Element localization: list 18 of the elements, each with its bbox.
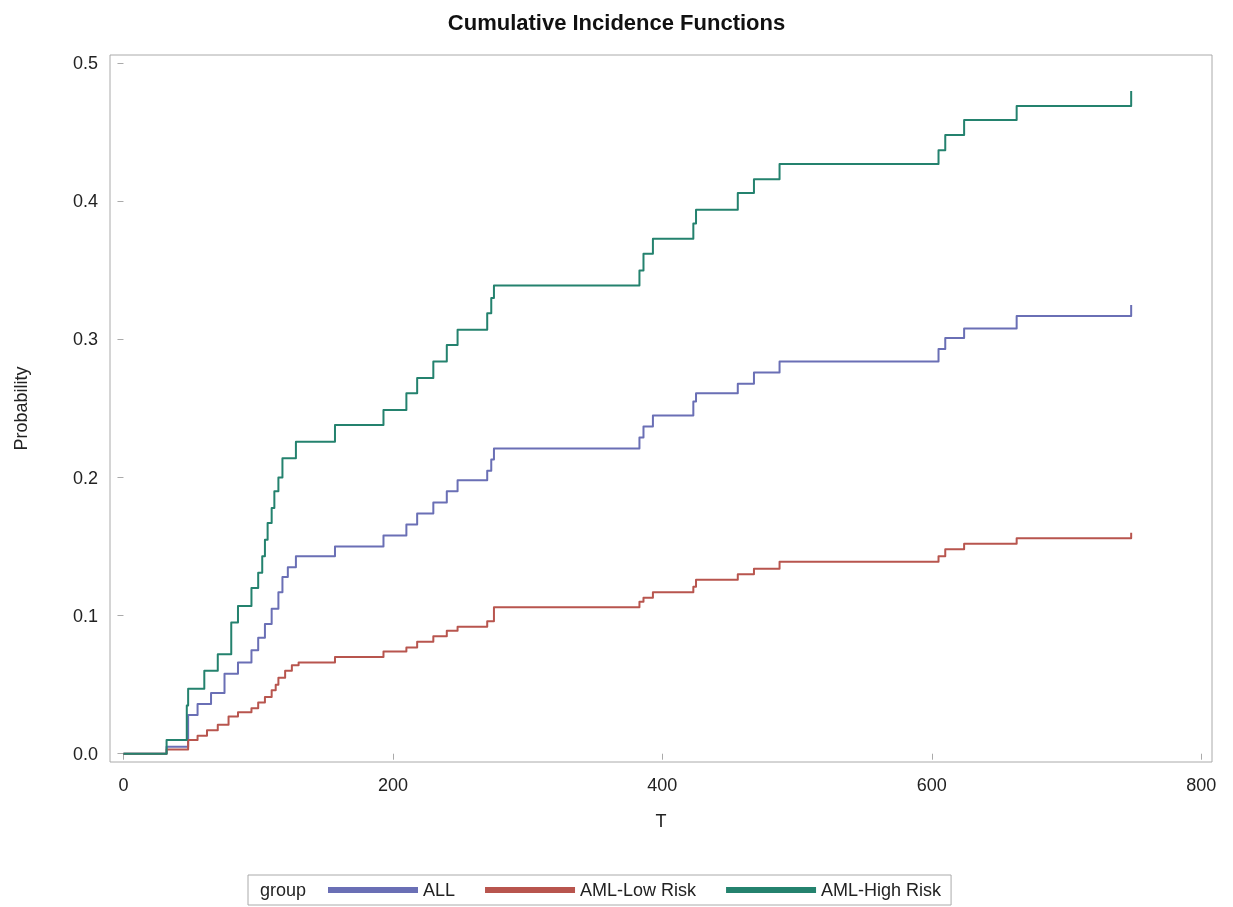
x-tick-label: 0 [118,775,129,795]
legend-title: group [260,880,307,900]
legend-label: AML-High Risk [821,880,943,900]
y-tick-label: 0.0 [72,743,98,764]
y-tick-label: 0.3 [72,329,98,350]
y-tick-label: 0.4 [72,191,98,212]
x-axis-title: T [655,811,667,831]
legend-label: ALL [423,880,456,900]
legend-label: AML-Low Risk [580,880,698,900]
y-axis-title: Probability [11,366,31,451]
y-tick-label: 0.5 [72,53,98,74]
x-tick-label: 400 [647,775,678,795]
y-tick-label: 0.2 [72,467,98,488]
x-tick-label: 800 [1186,775,1217,795]
x-tick-label: 600 [916,775,947,795]
x-tick-label: 200 [377,775,408,795]
y-tick-label: 0.1 [72,605,98,626]
chart-title: Cumulative Incidence Functions [447,9,786,35]
